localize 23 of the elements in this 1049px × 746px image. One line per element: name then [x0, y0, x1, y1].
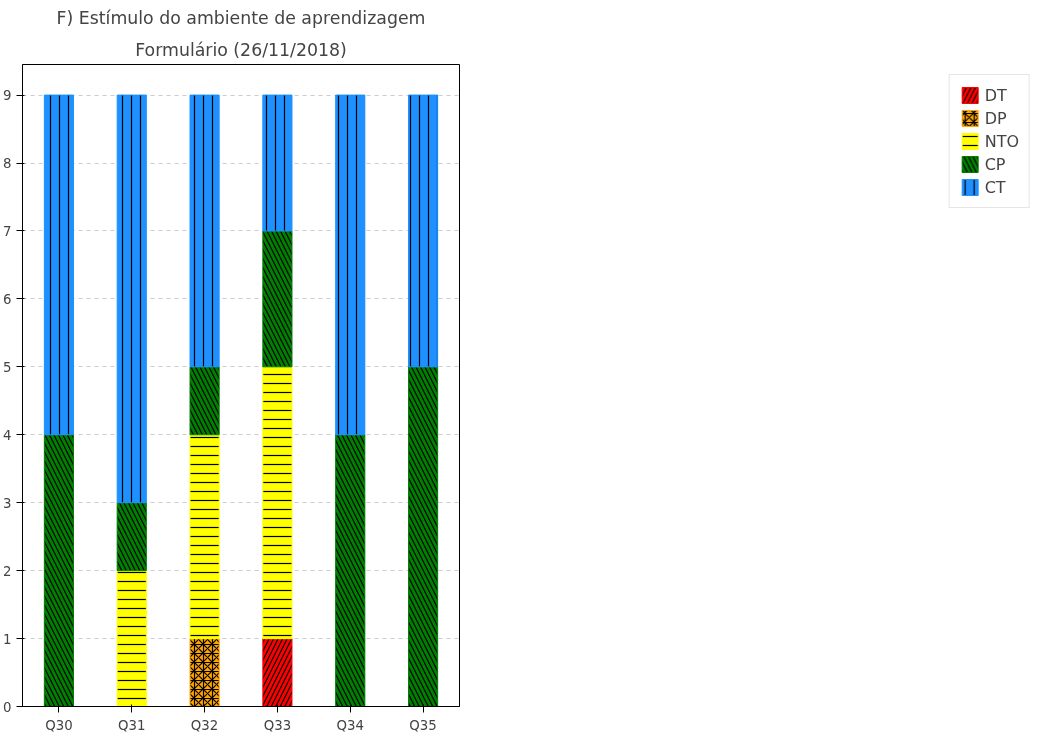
x-tick-label: Q32 — [190, 717, 219, 733]
legend-label: CP — [984, 154, 1006, 174]
x-tick-label: Q30 — [45, 717, 73, 733]
y-tick-label: 4 — [3, 427, 12, 443]
x-tick-label: Q31 — [118, 717, 146, 733]
x-tick-label: Q34 — [336, 717, 364, 733]
y-tick-label: 9 — [3, 88, 12, 104]
y-tick-label: 5 — [3, 359, 12, 375]
legend-label: DT — [984, 85, 1007, 105]
y-tick-label: 8 — [3, 156, 12, 172]
legend-label: DP — [984, 108, 1007, 128]
x-tick-label: Q35 — [409, 717, 437, 733]
chart-subtitle: Formulário (26/11/2018) — [135, 39, 347, 60]
y-tick-label: 0 — [3, 699, 12, 715]
legend-label: NTO — [984, 131, 1019, 151]
y-tick-label: 7 — [3, 223, 12, 239]
y-tick-label: 2 — [3, 563, 12, 579]
legend-label: CT — [984, 177, 1006, 197]
y-tick-label: 3 — [3, 495, 12, 511]
x-tick-label: Q33 — [263, 717, 292, 733]
y-tick-label: 1 — [3, 631, 12, 647]
chart-title: F) Estímulo do ambiente de aprendizagem — [56, 7, 426, 28]
y-tick-label: 6 — [3, 291, 12, 307]
